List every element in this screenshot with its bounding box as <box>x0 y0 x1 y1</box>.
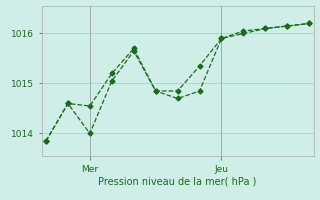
X-axis label: Pression niveau de la mer( hPa ): Pression niveau de la mer( hPa ) <box>99 177 257 187</box>
